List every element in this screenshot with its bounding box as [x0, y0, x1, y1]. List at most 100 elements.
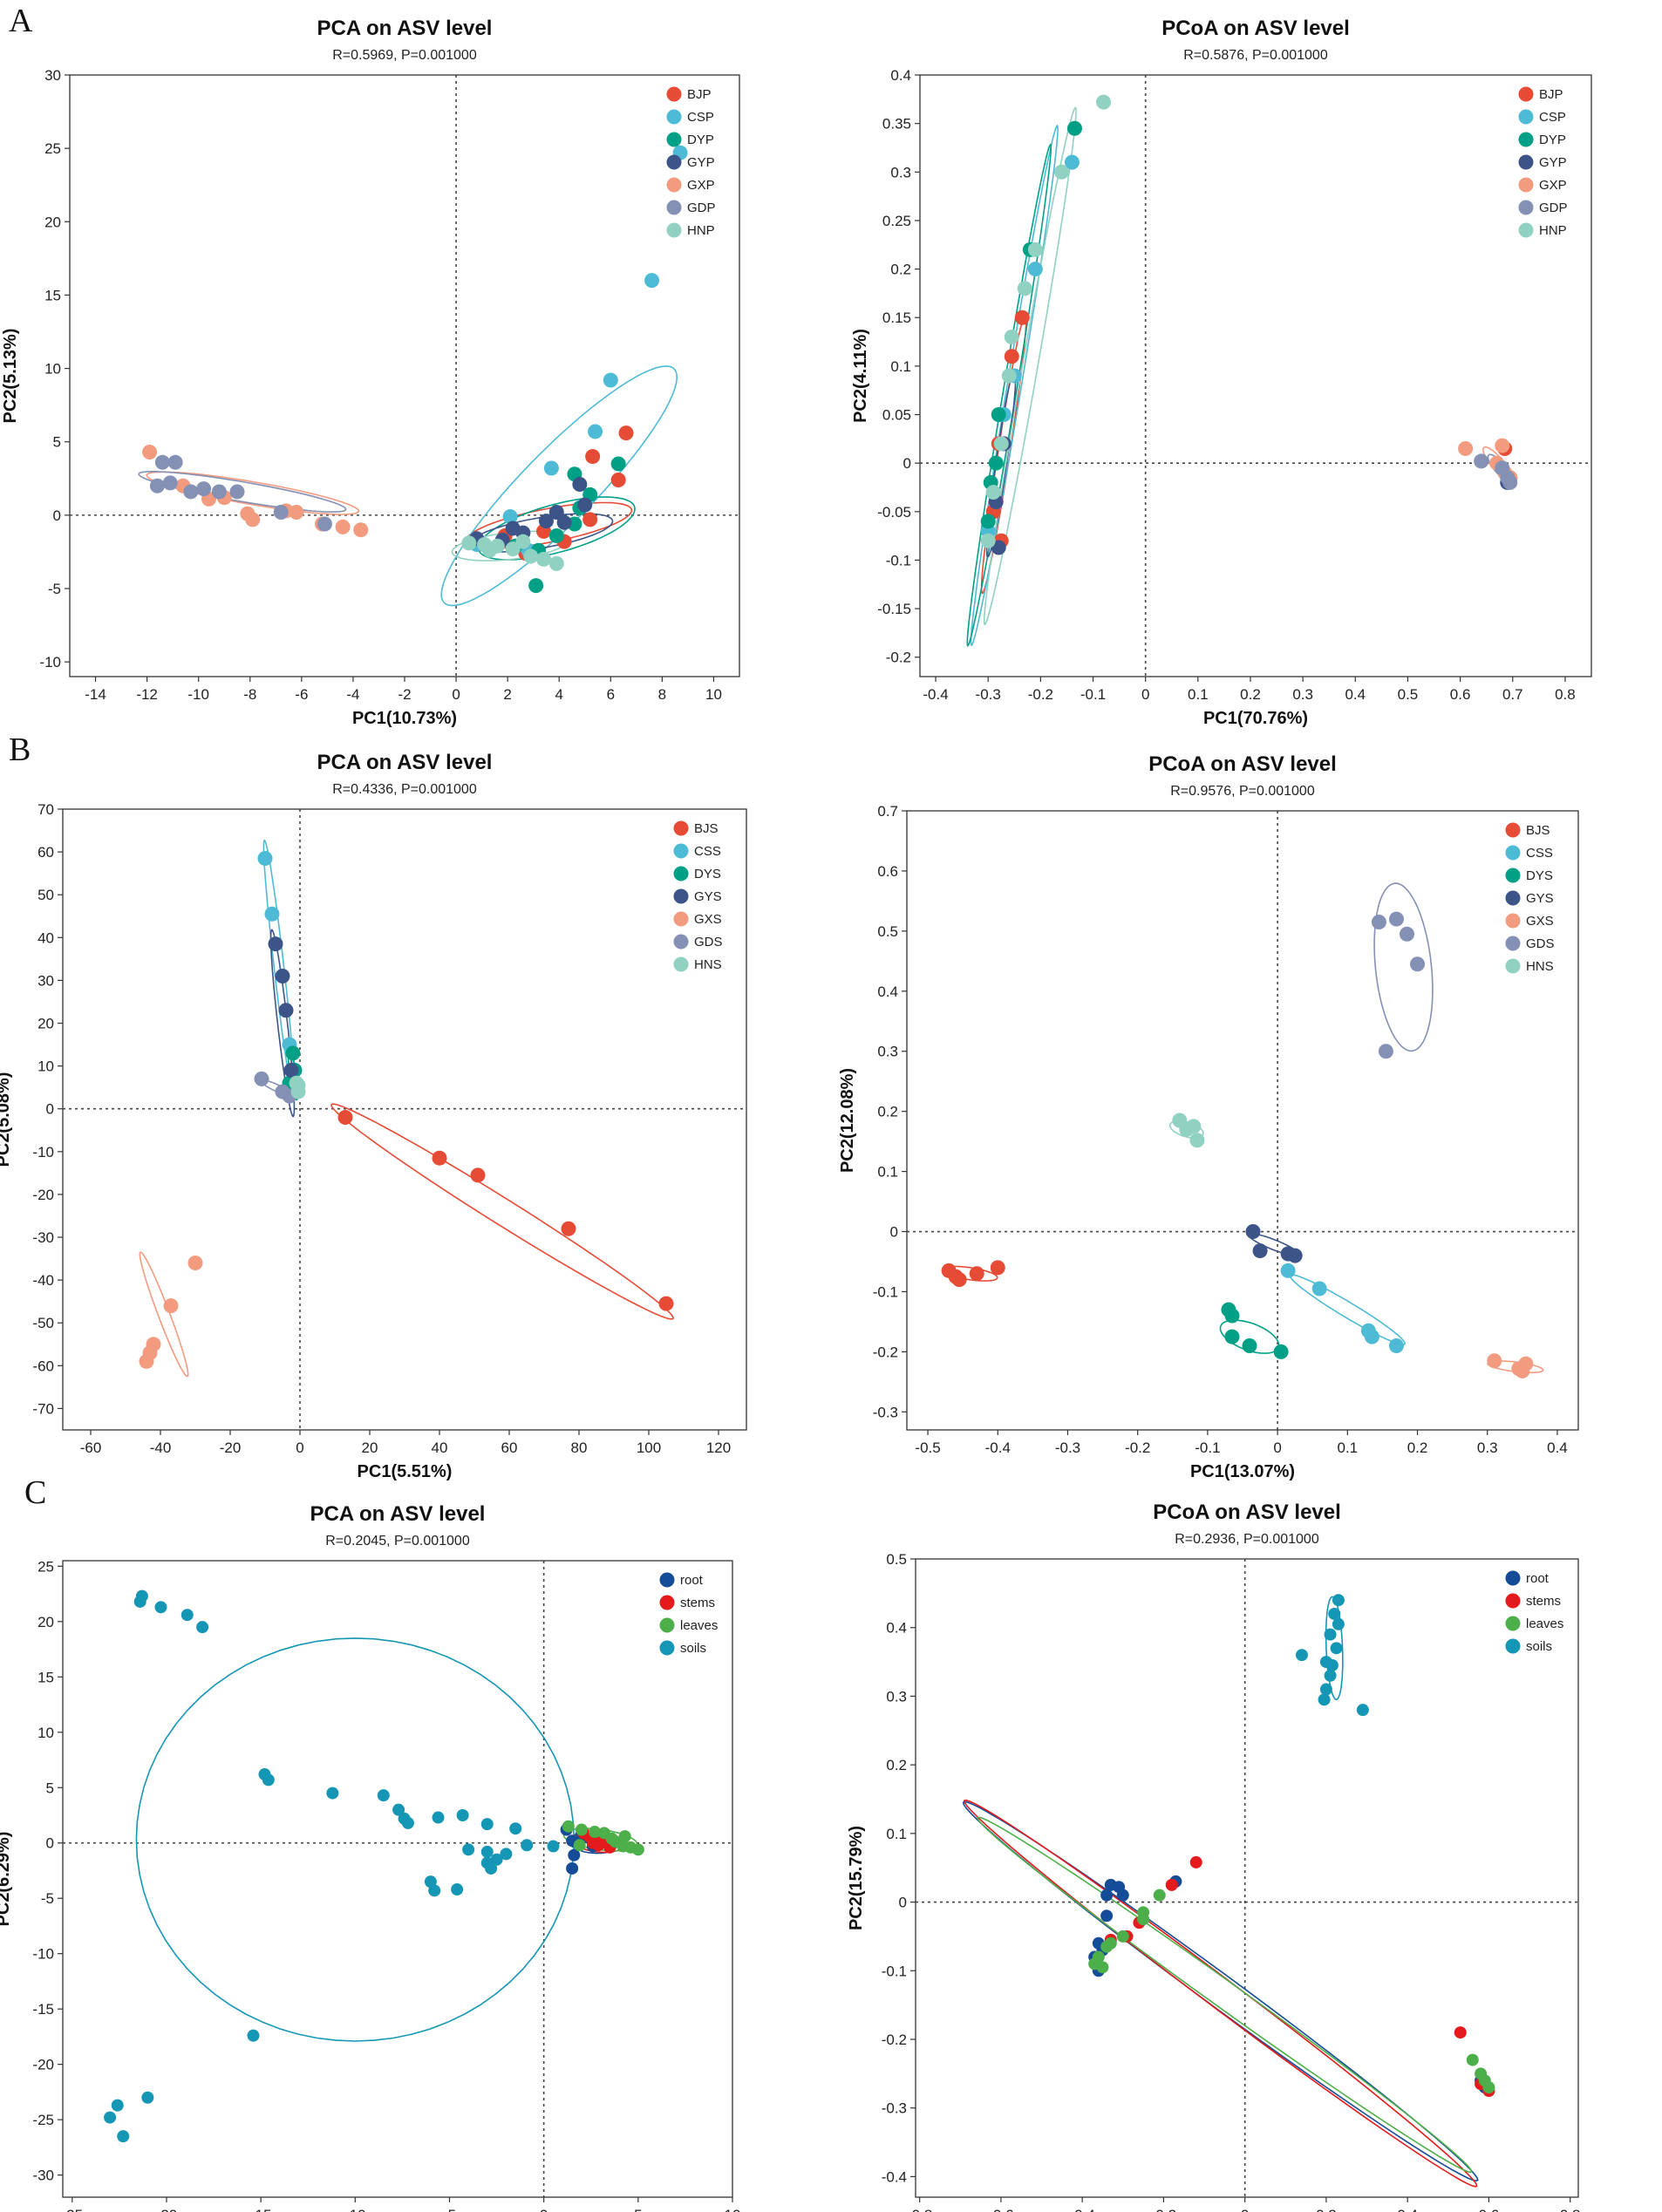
point-gdp [317, 516, 332, 532]
point-gxs [1515, 1363, 1530, 1378]
legend-label-leaves: leaves [1526, 1616, 1563, 1631]
y-tick-label: 25 [44, 140, 61, 157]
y-tick-label: 40 [37, 929, 54, 946]
x-tick-label: -10 [344, 2207, 366, 2212]
point-gxs [163, 1298, 179, 1314]
x-tick-label: 60 [501, 1440, 518, 1456]
legend-label-gxs: GXS [1526, 914, 1554, 929]
legend-label-soils: soils [680, 1641, 706, 1656]
y-tick-label: 30 [44, 67, 61, 84]
x-tick-label: 80 [571, 1440, 588, 1456]
y-axis-label: PC2(5.08%) [0, 1072, 13, 1167]
y-tick-label: -20 [32, 1187, 54, 1203]
x-tick-label: 0.2 [1240, 686, 1261, 703]
x-tick-label: 0.3 [1292, 686, 1313, 703]
point-soils [247, 2029, 260, 2042]
legend-label-gys: GYS [1526, 891, 1554, 906]
ellipse-hnp [983, 106, 1077, 626]
y-tick-label: -70 [32, 1400, 54, 1417]
ellipse-csp [440, 365, 678, 607]
point-leaves [1478, 2074, 1491, 2087]
plot-frame [62, 808, 747, 1431]
point-csp [502, 509, 518, 525]
point-soils [141, 2091, 154, 2104]
x-tick-label: -8 [243, 686, 256, 703]
point-bjp [1014, 310, 1030, 325]
point-dys [1224, 1308, 1240, 1324]
y-tick-label: -0.2 [873, 1344, 898, 1360]
x-tick-label: -0.4 [923, 686, 948, 703]
x-tick-label: 2 [503, 686, 511, 703]
point-soils [1319, 1683, 1332, 1696]
point-root [568, 1848, 581, 1861]
point-gys [283, 1063, 299, 1079]
y-axis-label: PC2(4.11%) [851, 329, 870, 423]
point-dys [1273, 1344, 1289, 1359]
point-bjs [658, 1296, 674, 1311]
legend-label-csp: CSP [1539, 110, 1566, 125]
y-tick-label: 15 [37, 1669, 54, 1685]
legend-label-bjs: BJS [1526, 823, 1550, 838]
point-soils [451, 1883, 464, 1896]
y-tick-label: -0.15 [877, 601, 911, 617]
y-tick-label: -10 [39, 654, 61, 670]
y-tick-label: 10 [44, 361, 61, 378]
legend-marker-root [1505, 1570, 1521, 1586]
point-leaves [1466, 2053, 1479, 2066]
point-csp [603, 372, 618, 388]
x-tick-label: 0.3 [1477, 1440, 1498, 1456]
legend-label-dyp: DYP [1539, 133, 1566, 147]
legend-marker-csp [666, 109, 682, 125]
point-gys [278, 1003, 294, 1018]
legend-marker-soils [659, 1640, 675, 1656]
x-tick-label: -0.2 [1028, 686, 1053, 703]
ellipse-dys [1219, 1319, 1280, 1354]
x-axis-label: PC1(70.76%) [1203, 709, 1308, 728]
y-tick-label: -30 [32, 1229, 54, 1246]
point-csp [644, 273, 660, 289]
x-tick-label: 10 [705, 686, 722, 703]
y-axis-label: PC2(6.29%) [0, 1832, 13, 1927]
legend-label-csp: CSP [687, 110, 714, 125]
y-tick-label: 0.1 [890, 358, 911, 375]
x-tick-label: -14 [85, 686, 106, 703]
point-leaves [1153, 1889, 1166, 1902]
point-hnp [548, 555, 564, 571]
point-soils [154, 1601, 167, 1614]
x-tick-label: -0.2 [1125, 1440, 1150, 1456]
x-tick-label: 0 [1241, 2207, 1249, 2212]
y-tick-label: -10 [32, 1946, 54, 1963]
legend-label-root: root [1526, 1571, 1550, 1586]
legend-label-hns: HNS [1526, 959, 1554, 974]
point-gdp [149, 478, 165, 493]
point-gyp [991, 540, 1006, 555]
y-tick-label: -10 [32, 1144, 54, 1160]
point-dyp [988, 455, 1004, 471]
point-bjs [561, 1221, 576, 1236]
legend-label-gds: GDS [694, 935, 723, 949]
panel-label-b: B [9, 732, 31, 768]
legend-marker-gxs [673, 911, 689, 927]
point-soils [1324, 1628, 1337, 1641]
point-dyp [548, 527, 564, 543]
point-gyp [556, 514, 572, 530]
legend-label-css: CSS [694, 844, 721, 859]
x-tick-label: 0.2 [1407, 1440, 1428, 1456]
chart-title: PCA on ASV level [310, 1502, 486, 1526]
legend-marker-gxp [666, 177, 682, 193]
y-tick-label: -0.1 [873, 1283, 898, 1300]
legend-marker-hns [673, 956, 689, 972]
legend-label-gdp: GDP [687, 201, 716, 215]
y-tick-label: 0.4 [890, 67, 911, 84]
point-leaves [609, 1835, 622, 1848]
legend-marker-stems [1505, 1593, 1521, 1609]
ellipse-gxs [139, 1251, 189, 1378]
y-tick-label: 0.1 [877, 1164, 898, 1181]
point-soils [509, 1822, 522, 1835]
point-css [1388, 1337, 1404, 1353]
point-css [1364, 1329, 1379, 1344]
x-tick-label: 0 [1273, 1440, 1281, 1456]
point-gds [254, 1071, 269, 1086]
y-axis-label: PC2(12.08%) [838, 1068, 857, 1173]
